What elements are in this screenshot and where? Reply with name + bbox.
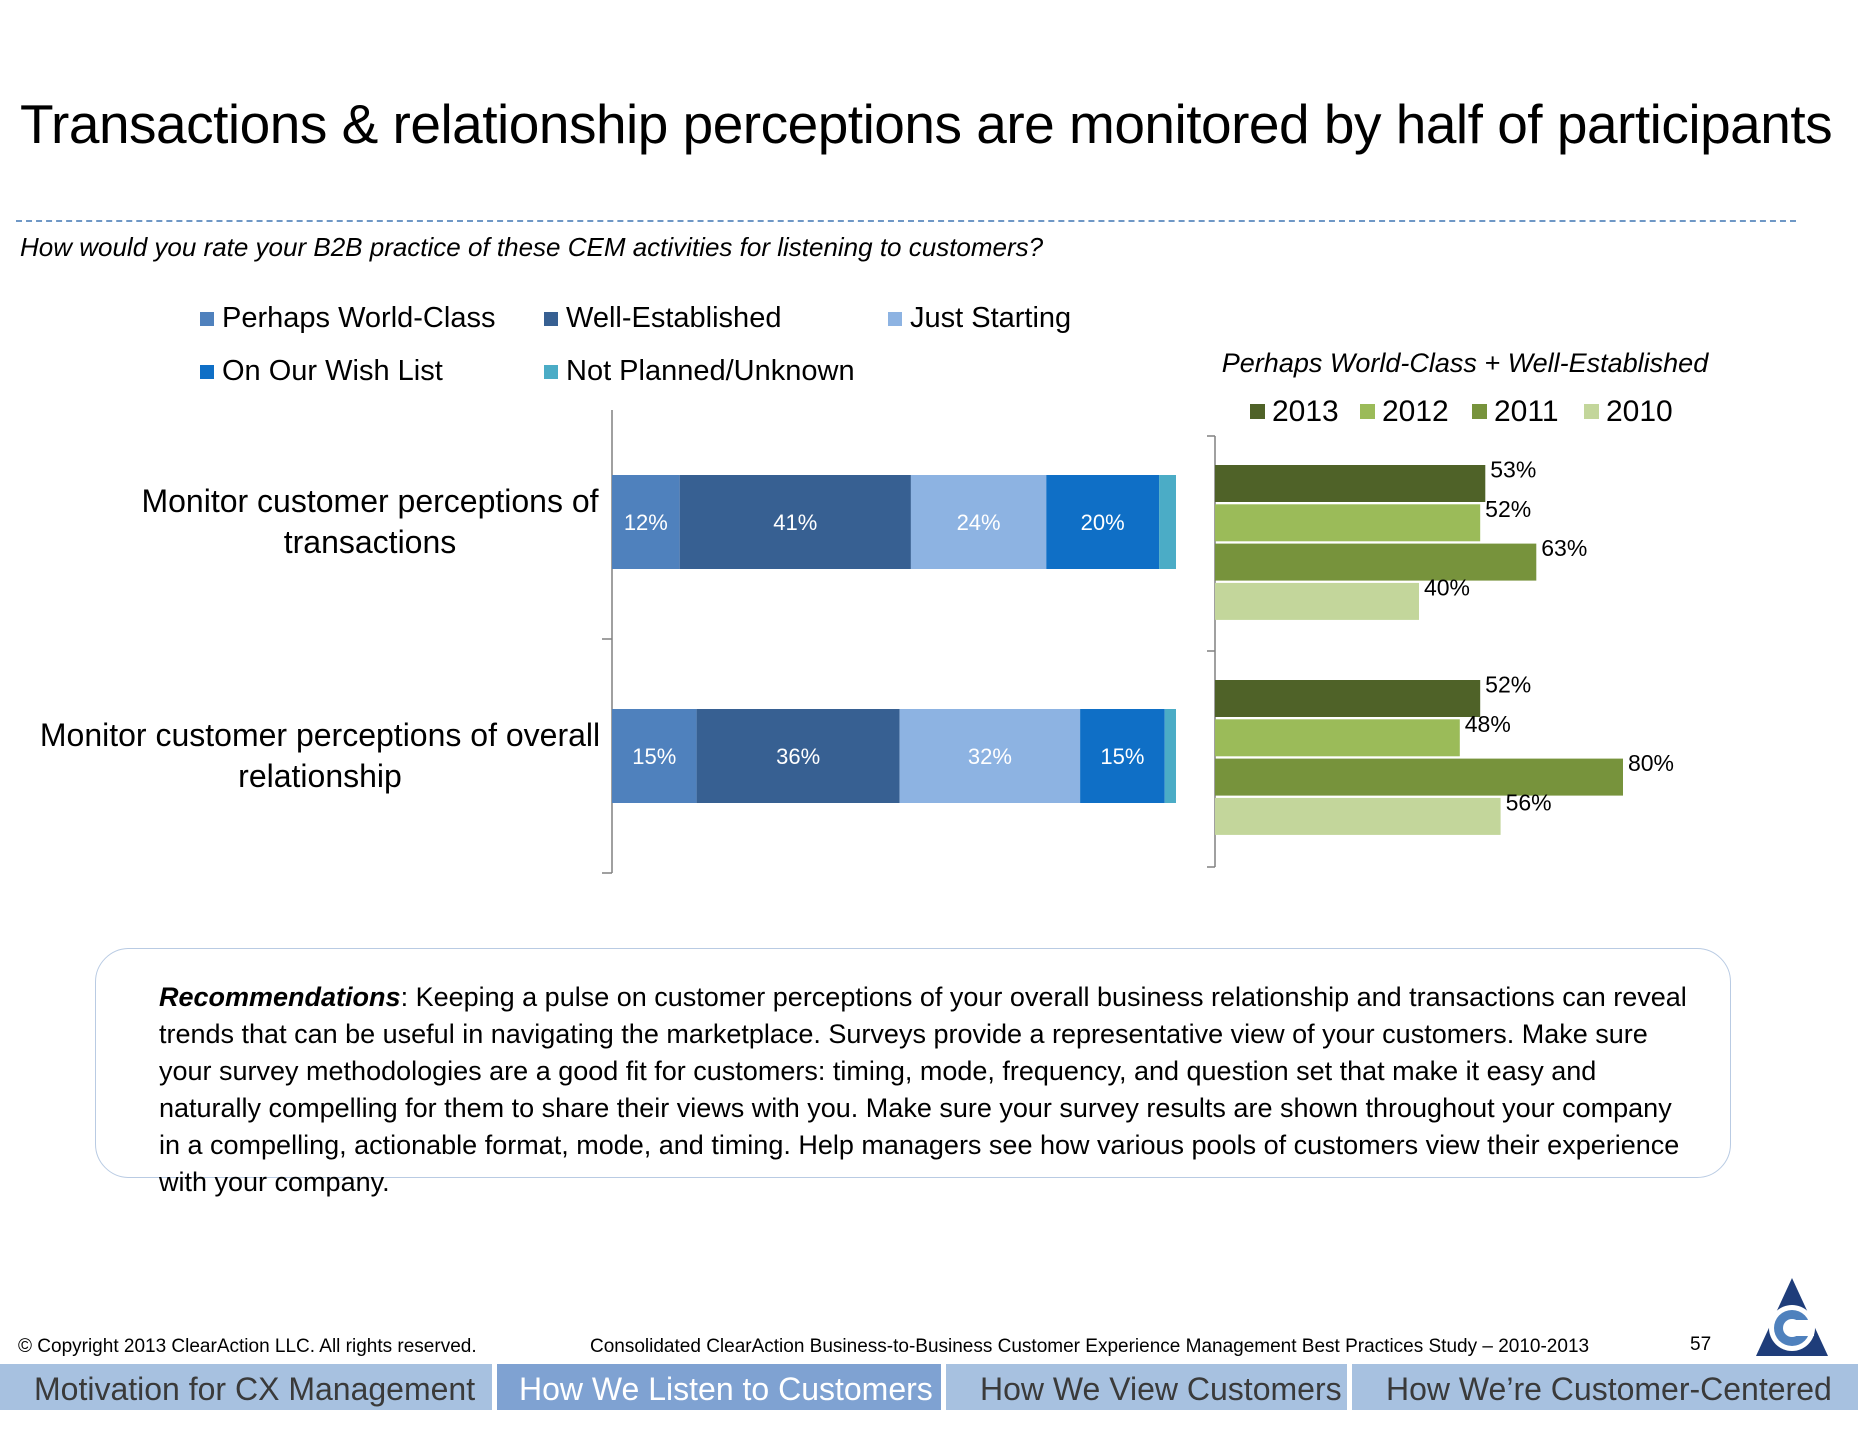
trend-bar-label-1-0: 52% [1485, 672, 1531, 698]
trend-bar-0-0 [1215, 465, 1486, 502]
stacked-bar-label-1-2: 32% [968, 744, 1012, 769]
trend-legend-swatch-3 [1584, 404, 1599, 419]
nav-tab-motivation[interactable]: Motivation for CX Management [0, 1364, 492, 1410]
trend-bar-0-2 [1215, 543, 1537, 581]
category-label-0-0: Monitor customer perceptions of [141, 483, 598, 519]
trend-chart-title: Perhaps World-Class + Well-Established [1222, 348, 1709, 378]
trend-bar-1-0 [1215, 680, 1481, 717]
stacked-bar-label-0-2: 24% [957, 510, 1001, 535]
legend-swatch-4 [544, 365, 558, 379]
trend-bar-label-1-2: 80% [1628, 750, 1674, 776]
stacked-bar-1-4 [1164, 709, 1176, 803]
category-label-1-1: relationship [238, 758, 402, 794]
legend-swatch-0 [200, 312, 214, 326]
recommendations-text: : Keeping a pulse on customer perception… [159, 982, 1687, 1197]
trend-bar-1-1 [1215, 719, 1460, 757]
trend-legend-label-2: 2011 [1494, 395, 1559, 428]
stacked-bar-label-1-3: 15% [1100, 744, 1144, 769]
trend-bar-label-0-2: 63% [1541, 535, 1587, 561]
stacked-bar-chart: Perhaps World-Class Well-Established Just … [40, 302, 1176, 874]
trend-bar-label-1-1: 48% [1465, 711, 1511, 737]
nav-tab-view[interactable]: How We View Customers [946, 1364, 1347, 1410]
section-nav: Motivation for CX Management How We List… [0, 1364, 1858, 1410]
stacked-bar-label-1-1: 36% [776, 744, 820, 769]
nav-tab-customer-centered[interactable]: How We’re Customer-Centered [1352, 1364, 1858, 1410]
trend-legend-label-0: 2013 [1272, 395, 1339, 428]
title-divider [16, 220, 1796, 222]
stacked-bar-1-1 [696, 709, 900, 803]
trend-bar-1-3 [1215, 797, 1501, 835]
stacked-bar-1-2 [899, 709, 1081, 803]
trend-bar-label-0-1: 52% [1485, 496, 1531, 522]
survey-question: How would you rate your B2B practice of … [20, 232, 1044, 262]
study-source-text: Consolidated ClearAction Business-to-Bus… [590, 1336, 1590, 1357]
legend-label-4: Not Planned/Unknown [566, 355, 855, 387]
copyright-text: © Copyright 2013 ClearAction LLC. All ri… [18, 1336, 477, 1357]
stacked-bar-1-3 [1080, 709, 1165, 803]
legend-swatch-1 [544, 312, 558, 326]
stacked-bar-label-0-1: 41% [773, 510, 817, 535]
clearaction-logo-icon [1756, 1278, 1828, 1356]
trend-bar-0-1 [1215, 504, 1481, 542]
stacked-bar-label-0-3: 20% [1081, 510, 1125, 535]
trend-bar-label-0-3: 40% [1424, 574, 1470, 600]
trend-legend-label-1: 2012 [1382, 395, 1449, 428]
stacked-bar-0-3 [1046, 475, 1160, 569]
stacked-bar-1-0 [612, 709, 697, 803]
legend-label-0: Perhaps World-Class [222, 302, 495, 334]
trend-legend-label-3: 2010 [1606, 395, 1673, 428]
legend-label-1: Well-Established [566, 302, 781, 334]
page-title: Transactions & relationship perceptions … [20, 93, 1833, 155]
legend-swatch-2 [888, 312, 902, 326]
stacked-bar-label-0-0: 12% [624, 510, 668, 535]
trend-bar-label-1-3: 56% [1506, 789, 1552, 815]
stacked-bar-0-1 [679, 475, 911, 569]
legend-label-2: Just Starting [910, 302, 1071, 334]
category-label-0-1: transactions [284, 524, 457, 560]
legend-swatch-3 [200, 365, 214, 379]
nav-tab-listen[interactable]: How We Listen to Customers [497, 1364, 941, 1410]
stacked-bar-label-1-0: 15% [632, 744, 676, 769]
recommendations-box: Recommendations: Keeping a pulse on cust… [95, 948, 1731, 1197]
stacked-bar-0-2 [910, 475, 1047, 569]
stacked-bar-0-4 [1159, 475, 1176, 569]
trend-bar-label-0-0: 53% [1490, 457, 1536, 483]
category-label-1-0: Monitor customer perceptions of overall [40, 717, 600, 753]
trend-bar-chart: Perhaps World-Class + Well-Established 20… [1207, 348, 1709, 868]
page-number: 57 [1690, 1334, 1712, 1355]
trend-bar-0-3 [1215, 582, 1419, 620]
recommendations-label: Recommendations [159, 982, 401, 1012]
trend-legend-swatch-1 [1360, 404, 1375, 419]
trend-legend-swatch-2 [1472, 404, 1487, 419]
trend-bar-1-2 [1215, 758, 1623, 796]
trend-legend-swatch-0 [1250, 404, 1265, 419]
legend-label-3: On Our Wish List [222, 355, 443, 387]
stacked-bar-0-0 [612, 475, 680, 569]
